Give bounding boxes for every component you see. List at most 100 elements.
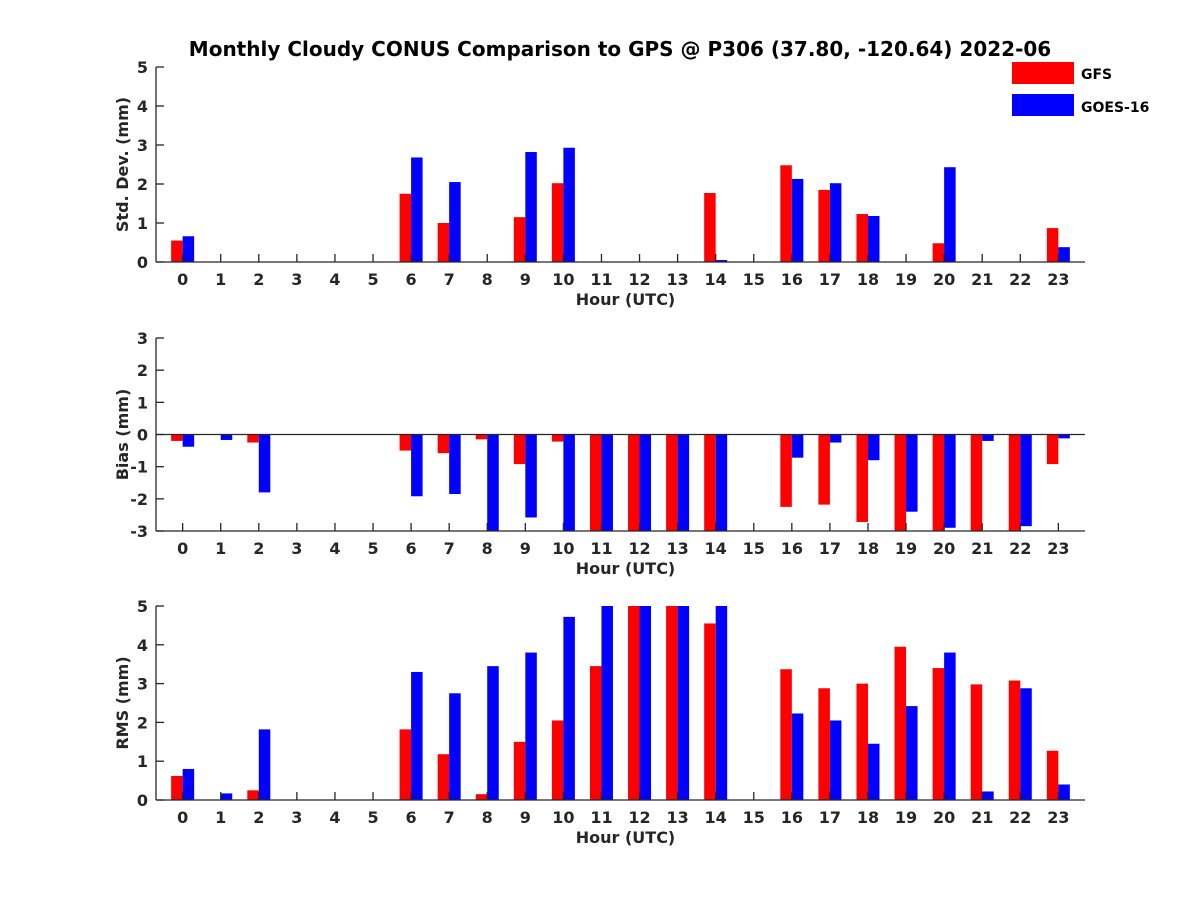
bar-gfs-hour-12 <box>628 434 640 531</box>
x-tick-label: 8 <box>482 808 493 827</box>
legend-swatch-gfs <box>1012 62 1074 84</box>
bar-goes16-hour-23 <box>1058 784 1070 800</box>
bar-goes16-hour-6 <box>411 671 423 800</box>
x-tick-label: 5 <box>367 808 378 827</box>
bar-goes16-hour-14 <box>715 434 728 531</box>
x-tick-label: 10 <box>552 270 574 289</box>
x-tick-label: 9 <box>520 270 531 289</box>
bar-goes16-hour-8 <box>487 666 499 800</box>
bar-gfs-hour-0 <box>171 240 183 262</box>
x-tick-label: 13 <box>666 270 688 289</box>
bar-gfs-hour-12 <box>628 606 640 800</box>
bar-goes16-hour-7 <box>449 182 461 262</box>
bar-gfs-hour-22 <box>1008 434 1021 531</box>
bar-gfs-hour-21 <box>970 684 983 800</box>
x-tick-label: 16 <box>781 539 803 558</box>
y-tick-label: 5 <box>137 597 148 616</box>
bar-goes16-hour-16 <box>791 434 804 458</box>
legend-label-gfs: GFS <box>1081 67 1112 83</box>
x-tick-label: 6 <box>406 270 417 289</box>
x-tick-label: 18 <box>857 539 879 558</box>
bar-gfs-hour-7 <box>437 434 450 454</box>
bar-gfs-hour-7 <box>437 223 450 262</box>
bar-gfs-hour-16 <box>780 434 792 507</box>
x-tick-label: 12 <box>628 270 650 289</box>
bar-goes16-hour-14 <box>715 606 728 800</box>
x-tick-label: 17 <box>819 270 841 289</box>
bar-gfs-hour-22 <box>1008 680 1021 800</box>
x-tick-label: 6 <box>406 808 417 827</box>
bar-gfs-hour-23 <box>1046 434 1059 465</box>
bar-goes16-hour-20 <box>944 652 956 800</box>
bar-gfs-hour-13 <box>666 606 678 800</box>
bar-goes16-hour-16 <box>791 713 804 800</box>
bar-goes16-hour-18 <box>867 215 880 262</box>
bar-goes16-hour-14 <box>715 260 728 262</box>
bar-goes16-hour-10 <box>563 147 575 262</box>
y-tick-label: 0 <box>137 253 148 272</box>
x-tick-label: 15 <box>743 808 765 827</box>
bar-goes16-hour-0 <box>182 236 195 262</box>
y-tick-label: -3 <box>130 522 148 541</box>
bar-goes16-hour-7 <box>449 693 461 800</box>
bar-gfs-hour-19 <box>894 646 907 800</box>
bar-gfs-hour-14 <box>704 623 716 800</box>
x-tick-label: 2 <box>253 270 264 289</box>
y-tick-label: 4 <box>137 636 148 655</box>
x-tick-label: 23 <box>1047 539 1069 558</box>
x-tick-label: 22 <box>1009 539 1031 558</box>
bar-gfs-hour-6 <box>399 729 412 800</box>
x-tick-label: 17 <box>819 808 841 827</box>
bar-goes16-hour-11 <box>601 434 613 531</box>
x-tick-label: 9 <box>520 808 531 827</box>
x-tick-label: 11 <box>590 270 612 289</box>
bar-goes16-hour-17 <box>829 434 842 443</box>
bar-goes16-hour-23 <box>1058 434 1070 439</box>
bar-gfs-hour-23 <box>1046 228 1059 262</box>
bar-gfs-hour-9 <box>513 434 526 465</box>
bar-gfs-hour-20 <box>932 243 945 262</box>
y-tick-label: 3 <box>137 136 148 155</box>
y-tick-label: 4 <box>137 97 148 116</box>
y-tick-label: 2 <box>137 713 148 732</box>
y-tick-label: 3 <box>137 675 148 694</box>
bar-gfs-hour-10 <box>551 183 564 262</box>
bar-gfs-hour-17 <box>818 434 830 505</box>
x-tick-label: 16 <box>781 808 803 827</box>
x-tick-label: 12 <box>628 808 650 827</box>
bar-goes16-hour-9 <box>525 652 537 800</box>
bar-gfs-hour-16 <box>780 165 792 262</box>
bar-goes16-hour-9 <box>525 434 537 518</box>
x-tick-label: 14 <box>705 808 727 827</box>
bar-goes16-hour-21 <box>982 434 994 441</box>
bar-goes16-hour-10 <box>563 616 575 800</box>
bar-gfs-hour-0 <box>171 775 183 800</box>
x-axis-label: Hour (UTC) <box>576 559 676 578</box>
bar-goes16-hour-21 <box>982 791 994 800</box>
x-tick-label: 3 <box>291 270 302 289</box>
legend: GFS GOES-16 <box>1012 62 1149 116</box>
y-tick-label: -2 <box>130 490 148 509</box>
x-tick-label: 1 <box>215 808 226 827</box>
x-tick-label: 18 <box>857 270 879 289</box>
y-tick-label: 1 <box>137 393 148 412</box>
x-tick-label: 1 <box>215 539 226 558</box>
x-tick-label: 10 <box>552 808 574 827</box>
x-tick-label: 15 <box>743 270 765 289</box>
x-tick-label: 13 <box>666 808 688 827</box>
bar-gfs-hour-14 <box>704 192 716 262</box>
x-tick-label: 21 <box>971 270 993 289</box>
x-tick-label: 2 <box>253 539 264 558</box>
bar-gfs-hour-17 <box>818 189 830 262</box>
bar-gfs-hour-6 <box>399 193 412 262</box>
bar-goes16-hour-11 <box>601 606 613 800</box>
x-tick-label: 0 <box>177 539 188 558</box>
x-tick-label: 5 <box>367 539 378 558</box>
x-tick-label: 19 <box>895 270 917 289</box>
bar-gfs-hour-10 <box>551 720 564 800</box>
x-tick-label: 4 <box>329 808 340 827</box>
x-tick-label: 11 <box>590 539 612 558</box>
bar-goes16-hour-2 <box>258 729 271 800</box>
